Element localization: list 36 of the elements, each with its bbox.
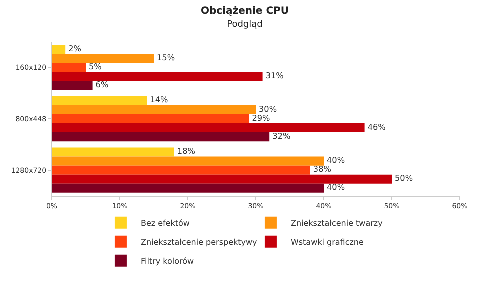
legend-label: Bez efektów [140,218,190,228]
bar [52,96,148,106]
legend-label: Zniekształcenie twarzy [290,218,384,228]
bar [52,81,93,90]
bar [52,148,174,157]
bar [52,132,270,142]
bar [52,184,324,193]
data-label: 5% [89,61,102,72]
chart-title: Obciążenie CPU [201,6,289,18]
data-label: 38% [313,164,332,174]
legend-label: Zniekształcenie perspektywy [140,238,258,247]
data-label: 40% [327,182,346,192]
bar [52,45,66,54]
data-label: 29% [252,112,271,123]
bar [52,54,154,64]
bar [52,156,324,166]
legend-label: Filtry kolorów [140,256,194,266]
data-label: 2% [68,43,82,54]
data-label: 32% [272,130,291,141]
data-label: 6% [96,80,109,90]
data-label: 14% [150,94,169,105]
data-label: 18% [177,146,196,156]
data-label: 50% [395,173,414,184]
data-label: 46% [368,122,386,132]
chart-subtitle: Podgląd [227,20,263,30]
bar [52,63,86,72]
bar [52,124,365,133]
bar [52,174,392,184]
bar [52,114,250,124]
bar [52,72,263,82]
bar [52,166,310,175]
data-label: 15% [157,52,176,62]
data-label: 31% [266,70,284,81]
data-label: 30% [259,104,278,114]
data-label: 40% [327,155,346,166]
legend-label: Wstawki graficzne [290,238,364,247]
